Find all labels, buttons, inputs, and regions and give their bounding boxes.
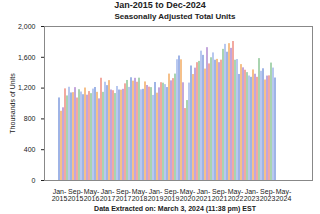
svg-text:Jan-2017: Jan-2017 — [100, 188, 116, 202]
svg-text:Sep-2017: Sep-2017 — [116, 188, 132, 202]
html-text:Seasonally Adjusted Total Unit: Seasonally Adjusted Total Units — [114, 12, 236, 21]
html-text:Jan-2015 to Dec-2024: Jan-2015 to Dec-2024 — [114, 0, 206, 10]
svg-text:Sep-2023: Sep-2023 — [260, 188, 276, 202]
svg-text:May-2022: May-2022 — [228, 188, 244, 202]
svg-text:1,200: 1,200 — [18, 84, 36, 91]
svg-text:0: 0 — [32, 177, 36, 184]
svg-text:May-2018: May-2018 — [132, 188, 148, 202]
svg-text:Sep-2019: Sep-2019 — [164, 188, 180, 202]
svg-text:1,600: 1,600 — [18, 54, 36, 61]
svg-text:400: 400 — [24, 146, 36, 153]
svg-text:Jan-2023: Jan-2023 — [244, 188, 260, 202]
svg-text:May-2024: May-2024 — [276, 188, 292, 202]
svg-text:2,000: 2,000 — [18, 23, 36, 30]
svg-text:Jan-2019: Jan-2019 — [148, 188, 164, 202]
svg-text:Jan-2015: Jan-2015 — [52, 188, 68, 202]
svg-text:May-2020: May-2020 — [180, 188, 196, 202]
svg-text:Sep-2021: Sep-2021 — [212, 188, 228, 202]
svg-text:800: 800 — [24, 115, 36, 122]
svg-text:Jan-2021: Jan-2021 — [196, 188, 212, 202]
html-text:Data Extracted on: March 3, 20: Data Extracted on: March 3, 2024 (11:38 … — [94, 205, 256, 212]
svg-text:May-2016: May-2016 — [84, 188, 100, 202]
svg-text:Sep-2015: Sep-2015 — [68, 188, 84, 202]
svg-text:Thousands of Units: Thousands of Units — [9, 73, 16, 134]
